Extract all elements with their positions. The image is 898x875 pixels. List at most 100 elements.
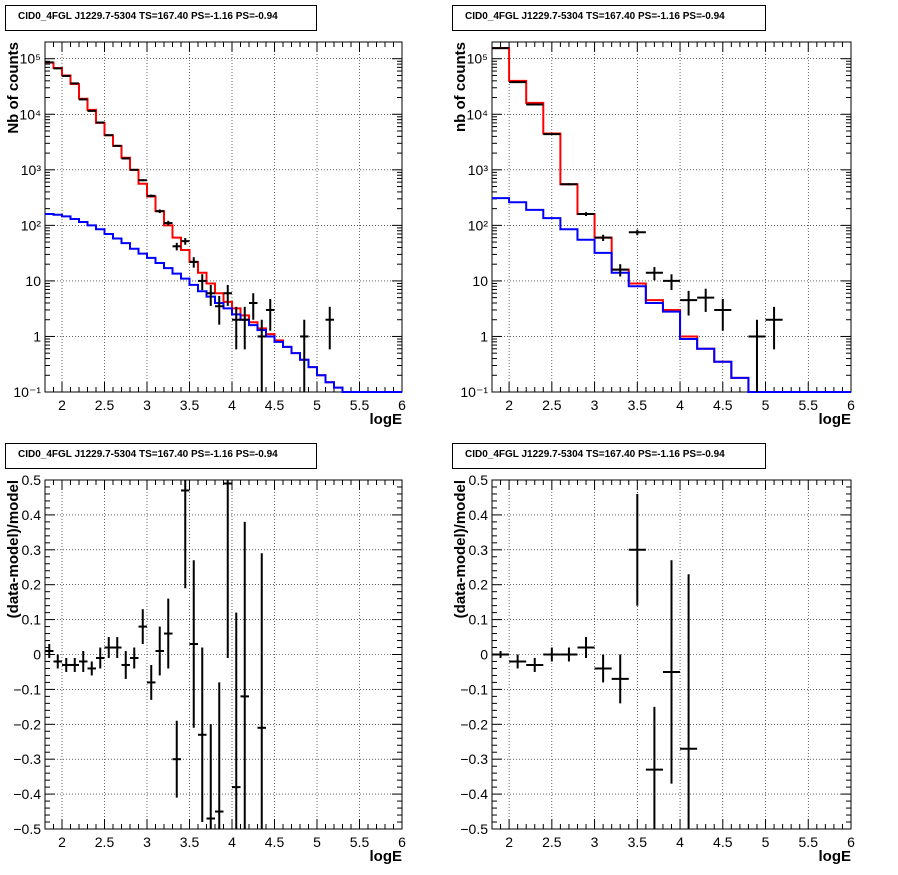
y-tick-label: 0.4 xyxy=(22,507,42,523)
data-point xyxy=(96,121,105,124)
y-tick-label: −0.3 xyxy=(460,751,488,767)
plot-frame xyxy=(44,41,403,393)
x-tick-label: 5 xyxy=(762,834,770,850)
residual-point xyxy=(645,706,663,829)
x-axis-label: logE xyxy=(819,848,852,865)
residual-point xyxy=(164,598,173,669)
data-point xyxy=(189,257,198,268)
residual-point xyxy=(121,651,130,679)
residual-point xyxy=(543,647,561,662)
data-point xyxy=(147,194,156,198)
residual-point xyxy=(257,553,266,829)
y-axis-label: (data-model)/model xyxy=(5,480,22,618)
x-tick-label: 3.5 xyxy=(180,834,200,850)
y-tick-label: 10⁻¹ xyxy=(460,384,488,400)
residual-point xyxy=(87,661,96,676)
x-tick-label: 3.5 xyxy=(628,834,648,850)
x-tick-label: 5.5 xyxy=(350,397,370,413)
residual-point xyxy=(611,654,629,704)
y-tick-label: 0.5 xyxy=(22,472,42,488)
data-point xyxy=(181,238,190,245)
plot-frame xyxy=(491,41,852,393)
x-tick-label: 5.5 xyxy=(350,834,370,850)
x-axis-label: logE xyxy=(819,411,852,428)
background_model-step-line xyxy=(492,197,851,393)
x-tick-label: 2 xyxy=(58,397,66,413)
background_model-step-line xyxy=(45,213,402,393)
y-tick-label: 0.2 xyxy=(22,577,42,593)
data-point xyxy=(138,179,147,182)
data-point xyxy=(325,306,334,350)
data-point xyxy=(257,319,266,392)
x-tick-label: 2 xyxy=(58,834,66,850)
y-tick-label: −0.4 xyxy=(460,786,488,802)
chart-panel-bottom-right: 2 2.5 3 3.5 4 4.5 5 5.5 6 −0.5 −0.4 −0.3 −0.2 −0.1 0 0.… xyxy=(452,472,855,865)
x-tick-label: 2 xyxy=(505,834,513,850)
x-tick-label: 3.5 xyxy=(180,397,200,413)
y-tick-label: 0.2 xyxy=(469,577,489,593)
residual-point xyxy=(130,647,139,669)
residual-point xyxy=(53,654,62,669)
x-tick-label: 2.5 xyxy=(542,834,562,850)
x-tick-label: 2 xyxy=(505,397,513,413)
y-tick-label: 10 xyxy=(25,273,41,289)
y-tick-label: 10³ xyxy=(21,162,42,178)
y-tick-label: 0 xyxy=(33,647,41,663)
data-point xyxy=(300,319,309,392)
data-point xyxy=(130,168,139,171)
residual-point xyxy=(662,560,681,784)
x-tick-label: 5 xyxy=(762,397,770,413)
y-tick-label: 10² xyxy=(468,217,489,233)
residual-point xyxy=(509,654,527,669)
residual-point xyxy=(104,637,113,658)
data-point xyxy=(172,242,181,251)
y-tick-label: 10 xyxy=(472,273,488,289)
data-point xyxy=(714,298,732,331)
x-tick-label: 4 xyxy=(228,397,236,413)
y-tick-label: 0.3 xyxy=(22,542,42,558)
x-tick-label: 3 xyxy=(143,834,151,850)
total_model-step-line xyxy=(45,61,402,393)
panel-title-top-right: CID0_4FGL J1229.7-5304 TS=167.40 PS=-1.1… xyxy=(452,5,766,31)
data-point xyxy=(232,306,241,350)
data-point xyxy=(662,274,681,291)
residual-point xyxy=(577,637,595,658)
y-tick-label: 0.1 xyxy=(469,612,489,628)
x-tick-label: 3 xyxy=(591,397,599,413)
x-tick-label: 6 xyxy=(847,834,855,850)
y-axis-label: (data-model)/model xyxy=(452,480,469,618)
residual-point xyxy=(526,657,544,672)
residual-point xyxy=(628,493,646,606)
data-point xyxy=(765,306,783,350)
x-tick-label: 4.5 xyxy=(265,834,285,850)
data-point xyxy=(645,267,663,281)
x-tick-label: 6 xyxy=(398,834,406,850)
residual-point xyxy=(138,609,147,645)
panel-title-bottom-left: CID0_4FGL J1229.7-5304 TS=167.40 PS=-1.1… xyxy=(5,443,317,469)
y-tick-label: −0.1 xyxy=(13,681,41,697)
y-tick-label: −0.2 xyxy=(460,716,488,732)
residual-point xyxy=(215,682,224,829)
y-axis-label: Nb of counts xyxy=(5,42,22,134)
residual-point xyxy=(155,626,164,676)
x-axis-label: logE xyxy=(370,411,403,428)
x-tick-label: 5 xyxy=(313,397,321,413)
chart-panel-top-left: 2 2.5 3 3.5 4 4.5 5 5.5 6 10⁻¹ 1 10 10² 10³ 10⁴ 10⁵ logE… xyxy=(5,41,406,428)
y-tick-label: 0.5 xyxy=(469,472,489,488)
y-tick-label: 10⁴ xyxy=(19,106,41,122)
y-tick-label: 1 xyxy=(480,328,488,344)
data-point xyxy=(206,284,215,306)
residual-point xyxy=(560,647,578,662)
data-point xyxy=(104,134,113,137)
data-point xyxy=(577,212,595,217)
y-tick-label: 10³ xyxy=(468,162,489,178)
residual-point xyxy=(96,647,105,669)
x-tick-label: 5.5 xyxy=(799,397,819,413)
data-point xyxy=(155,209,164,214)
residual-point xyxy=(594,654,612,683)
y-tick-label: 10⁻¹ xyxy=(13,384,41,400)
residual-point xyxy=(172,720,181,798)
data-point xyxy=(628,229,646,236)
y-tick-label: −0.1 xyxy=(460,681,488,697)
